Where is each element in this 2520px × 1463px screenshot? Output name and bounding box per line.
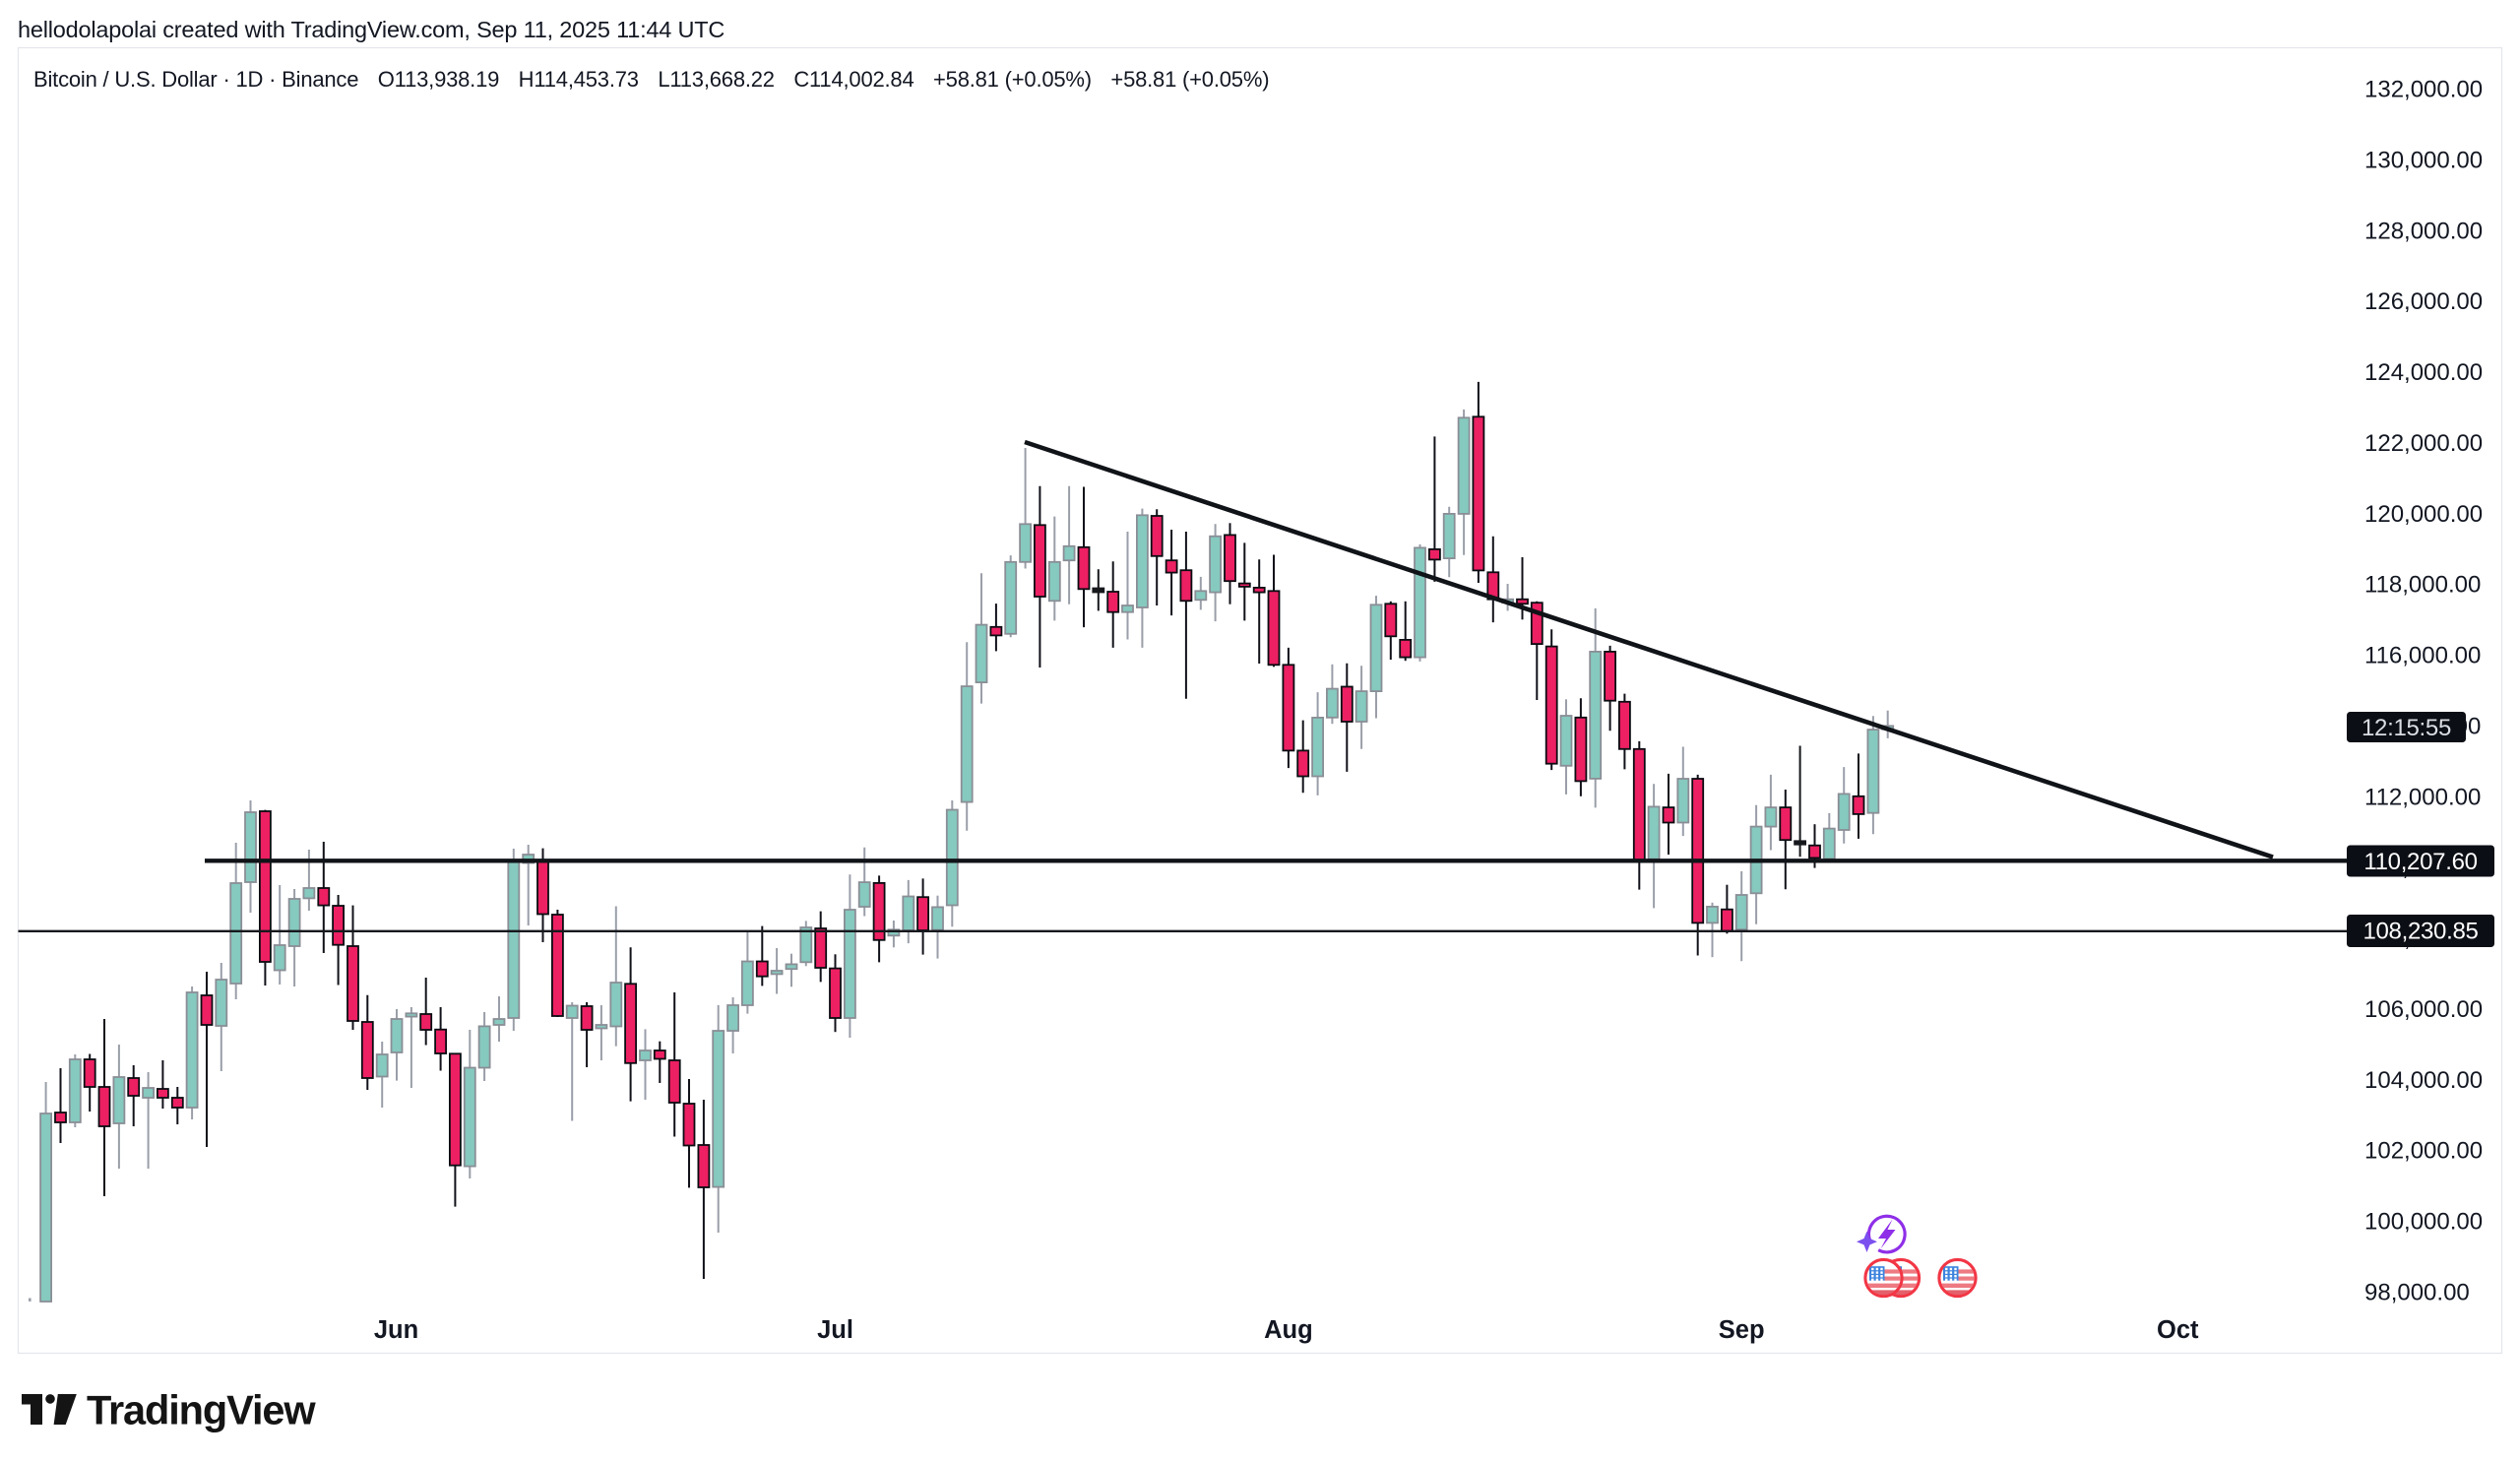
- svg-text:100,000.00: 100,000.00: [2364, 1209, 2483, 1236]
- svg-text:112,000.00: 112,000.00: [2364, 784, 2481, 810]
- svg-text:102,000.00: 102,000.00: [2364, 1138, 2483, 1165]
- svg-text:106,000.00: 106,000.00: [2364, 996, 2483, 1023]
- svg-text:124,000.00: 124,000.00: [2364, 359, 2483, 386]
- svg-text:130,000.00: 130,000.00: [2364, 147, 2483, 173]
- svg-text:120,000.00: 120,000.00: [2364, 501, 2483, 528]
- svg-text:Oct: Oct: [2157, 1316, 2199, 1344]
- svg-text:132,000.00: 132,000.00: [2364, 77, 2483, 103]
- svg-text:Sep: Sep: [1719, 1316, 1765, 1344]
- svg-text:Jun: Jun: [374, 1316, 418, 1344]
- svg-text:Jul: Jul: [817, 1316, 853, 1344]
- svg-text:104,000.00: 104,000.00: [2364, 1067, 2483, 1094]
- svg-text:108,230.85: 108,230.85: [2362, 919, 2478, 945]
- svg-text:12:15:55: 12:15:55: [2362, 715, 2451, 741]
- svg-text:Aug: Aug: [1264, 1316, 1313, 1344]
- svg-text:122,000.00: 122,000.00: [2364, 430, 2483, 457]
- svg-text:TradingView: TradingView: [87, 1387, 316, 1433]
- svg-text:118,000.00: 118,000.00: [2364, 572, 2481, 599]
- svg-text:126,000.00: 126,000.00: [2364, 288, 2483, 315]
- svg-text:128,000.00: 128,000.00: [2364, 218, 2483, 244]
- svg-text:98,000.00: 98,000.00: [2364, 1280, 2470, 1306]
- svg-text:110,207.60: 110,207.60: [2363, 849, 2477, 875]
- svg-text:116,000.00: 116,000.00: [2364, 643, 2481, 669]
